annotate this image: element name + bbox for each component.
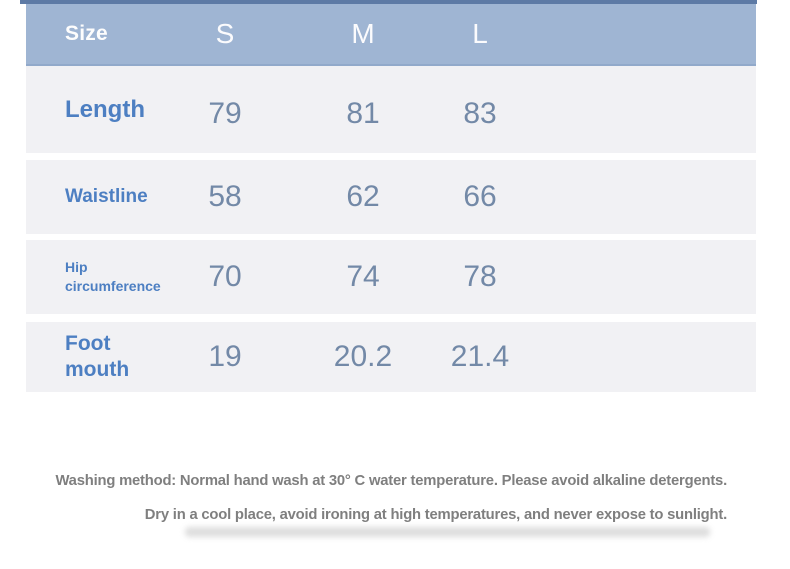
size-table-header-row: Size S M L <box>26 4 756 66</box>
care-line-drying: Dry in a cool place, avoid ironing at hi… <box>144 506 727 523</box>
row-label-foot-mouth: Foot mouth <box>65 331 130 381</box>
table-row-hip-circumference: Hip circumference 70 74 78 <box>26 240 756 314</box>
header-col-m: M <box>351 18 375 49</box>
size-table: Size S M L Length 79 81 83 Waistline 58 … <box>26 4 756 392</box>
cell-hip-m: 74 <box>346 260 380 293</box>
table-row-waistline: Waistline 58 62 66 <box>26 160 756 234</box>
cell-length-l: 83 <box>463 96 497 130</box>
cell-hip-s: 70 <box>208 260 242 293</box>
row-label-hip-circumference: Hip circumference <box>65 259 161 294</box>
cell-waistline-s: 58 <box>208 180 242 213</box>
row-label-length: Length <box>65 95 145 123</box>
cell-waistline-m: 62 <box>346 180 380 213</box>
cell-length-m: 81 <box>346 96 380 130</box>
top-divider <box>20 0 757 4</box>
cell-length-s: 79 <box>208 96 242 130</box>
cell-foot-mouth-s: 19 <box>208 340 242 373</box>
care-instructions: Washing method: Normal hand wash at 30° … <box>30 473 727 525</box>
cell-waistline-l: 66 <box>463 180 497 213</box>
header-col-l: L <box>472 18 488 49</box>
blurred-watermark-band <box>185 527 710 537</box>
care-line-washing: Washing method: Normal hand wash at 30° … <box>55 473 727 489</box>
cell-hip-l: 78 <box>463 260 497 293</box>
header-size-label: Size <box>65 22 108 45</box>
cell-foot-mouth-l: 21.4 <box>450 340 510 373</box>
row-label-waistline: Waistline <box>65 186 148 208</box>
table-row-length: Length 79 81 83 <box>26 66 756 153</box>
table-row-foot-mouth: Foot mouth 19 20.2 21.4 <box>26 322 756 392</box>
cell-foot-mouth-m: 20.2 <box>333 340 393 373</box>
header-col-s: S <box>215 18 235 49</box>
